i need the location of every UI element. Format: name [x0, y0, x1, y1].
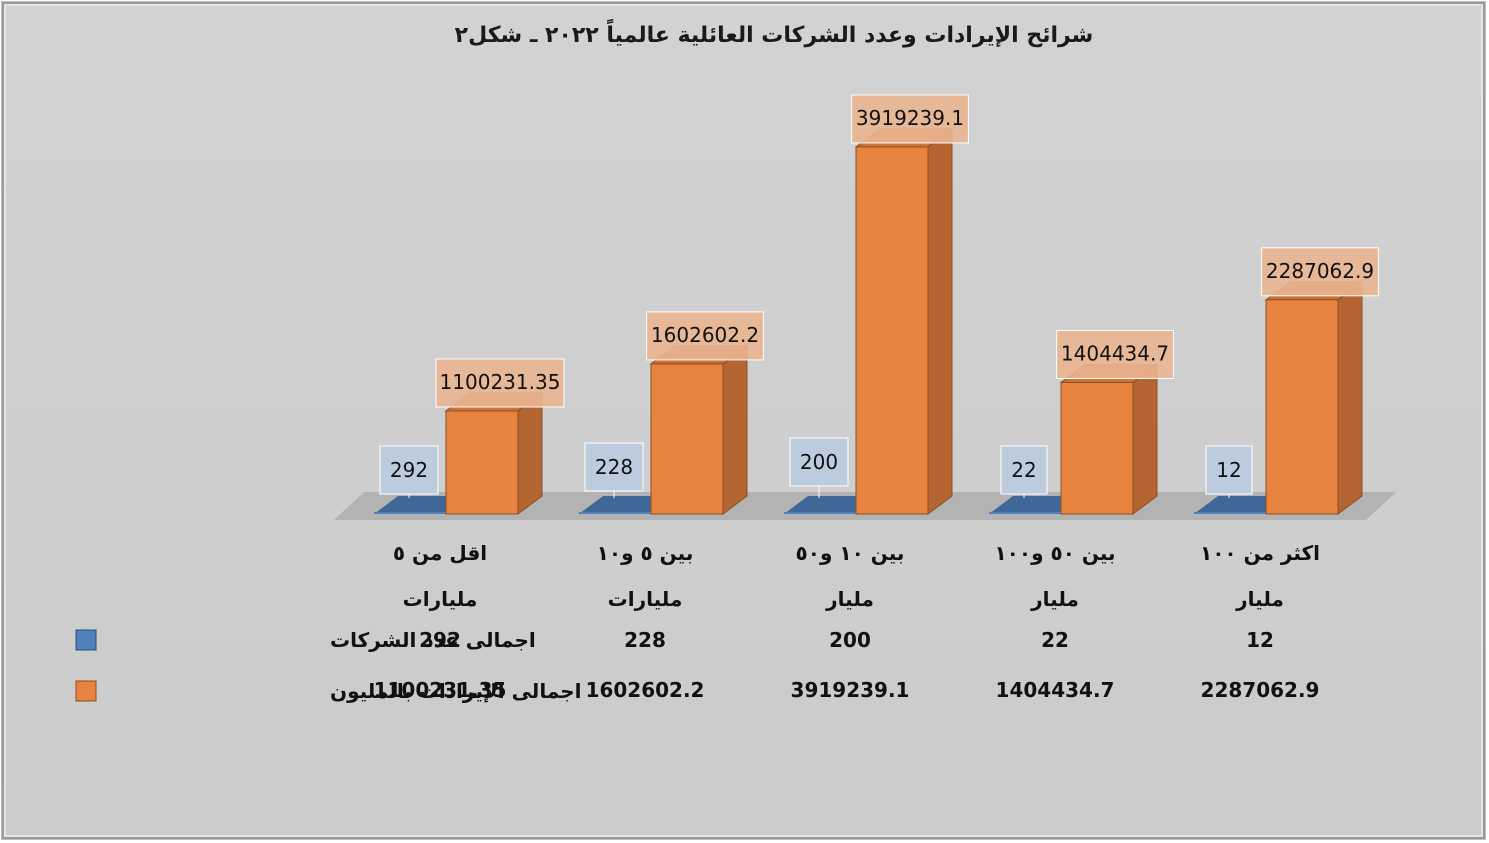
bar-revenue-side [722, 344, 748, 515]
category-label: مليار [825, 587, 874, 611]
data-label-revenue: 3919239.1 [856, 106, 964, 130]
legend-label: اجمالى الإيرادات بالمليون [330, 679, 582, 703]
data-label-box [1000, 445, 1048, 495]
bar-revenue [855, 146, 929, 515]
category-label: مليار [1030, 587, 1079, 611]
data-label-revenue: 2287062.9 [1266, 259, 1374, 283]
table-value-companies: 12 [1246, 628, 1274, 652]
bar-revenue-side [1337, 280, 1363, 515]
table-value-revenue: 3919239.1 [791, 678, 910, 702]
data-label-box [1261, 247, 1379, 297]
data-label-revenue: 1404434.7 [1061, 341, 1169, 365]
data-label-companies: 228 [595, 455, 633, 479]
legend-swatch [75, 629, 97, 651]
data-label-companies: 200 [800, 450, 838, 474]
category-label: بين ٥٠ و١٠٠ [994, 541, 1115, 565]
bar-revenue [1265, 299, 1339, 515]
legend-label: اجمالى عدد الشركات [330, 628, 536, 652]
category-label: بين ١٠ و٥٠ [796, 541, 905, 565]
data-label-box [646, 311, 764, 361]
category-labels-layer: اقل من ٥ مليارات بين ٥ و١٠ مليارات بين ١٠ و٥… [393, 541, 1320, 611]
bar-companies [374, 512, 446, 514]
table-value-revenue: 1602602.2 [586, 678, 705, 702]
legend-swatch [75, 680, 97, 702]
bars-layer [374, 127, 1364, 515]
category-label: مليار [1235, 587, 1284, 611]
bar-revenue [650, 363, 724, 515]
bar-companies [579, 512, 651, 514]
bar-revenue [445, 410, 519, 515]
table-value-companies: 228 [624, 628, 666, 652]
data-label-box [379, 445, 439, 495]
data-label-box [584, 442, 644, 492]
bar-revenue-side [1132, 363, 1158, 515]
data-label-companies: 292 [390, 458, 428, 482]
category-label: اكثر من ١٠٠ [1200, 541, 1320, 565]
table-value-companies: 292 [419, 628, 461, 652]
table-value-revenue: 1404434.7 [996, 678, 1115, 702]
chart-title: شرائح الإيرادات وعدد الشركات العائلية عا… [455, 18, 1094, 48]
bar-companies [784, 512, 856, 514]
category-label: مليارات [403, 587, 478, 611]
data-label-revenue: 1602602.2 [651, 323, 759, 347]
bar-revenue [1060, 381, 1134, 515]
category-label: اقل من ٥ [393, 541, 487, 565]
table-value-revenue: 1100231.35 [374, 678, 507, 702]
data-label-box [789, 437, 849, 487]
data-label-box [435, 358, 565, 408]
data-label-companies: 22 [1011, 458, 1036, 482]
bar-revenue-side [927, 127, 953, 515]
bar-revenue-side [517, 391, 543, 515]
data-label-box [851, 94, 969, 144]
category-label: مليارات [608, 587, 683, 611]
table-value-companies: 22 [1041, 628, 1069, 652]
table-value-companies: 200 [829, 628, 871, 652]
data-label-companies: 12 [1216, 458, 1241, 482]
category-label: بين ٥ و١٠ [597, 541, 694, 565]
revenue-companies-chart: شرائح الإيرادات وعدد الشركات العائلية عا… [75, 18, 1396, 703]
data-label-box [1205, 445, 1253, 495]
data-labels-layer: 292 1100231.35 228 1602602.2 200 3919239.1 22 1… [379, 94, 1379, 498]
data-table: 292 1100231.35 228 1602602.2 200 3919239.1 22 1… [75, 628, 1320, 703]
data-label-revenue: 1100231.35 [440, 370, 561, 394]
bar-companies [989, 512, 1061, 514]
data-label-box [1056, 329, 1174, 379]
bar-companies [1194, 512, 1266, 514]
table-value-revenue: 2287062.9 [1201, 678, 1320, 702]
